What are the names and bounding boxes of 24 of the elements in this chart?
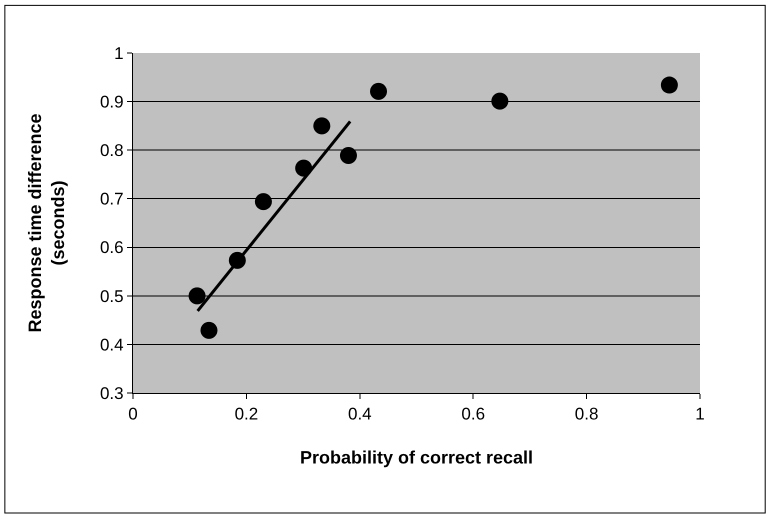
point — [370, 82, 388, 100]
y-tick-label: 0.4 — [100, 335, 124, 354]
x-tick-label: 0.2 — [234, 404, 258, 424]
point — [340, 146, 357, 164]
y-tick-label: 0.5 — [100, 286, 124, 306]
x-tick-label: 0.4 — [348, 404, 372, 424]
y-axis-title: Response time difference (seconds) — [24, 113, 68, 333]
x-tick-label: 0.6 — [461, 404, 486, 424]
y-tick-label: 0.3 — [100, 384, 124, 403]
x-axis-title: Probability of correct recall — [300, 448, 534, 468]
y-tick-label: 0.7 — [100, 190, 124, 209]
x-tick-label: 1 — [695, 404, 705, 424]
x-tick-label: 0.8 — [574, 404, 598, 424]
point — [254, 193, 272, 210]
y-tick-label: 0.6 — [100, 238, 124, 258]
point — [188, 287, 206, 304]
point — [491, 92, 508, 110]
point — [200, 322, 218, 339]
y-tick-label: 0.9 — [100, 92, 124, 112]
y-tick-label: 0.8 — [100, 141, 124, 160]
x-tick-label: 0 — [128, 404, 138, 424]
y-tick-label: 1 — [114, 44, 124, 63]
point — [313, 117, 330, 134]
point — [660, 76, 678, 94]
